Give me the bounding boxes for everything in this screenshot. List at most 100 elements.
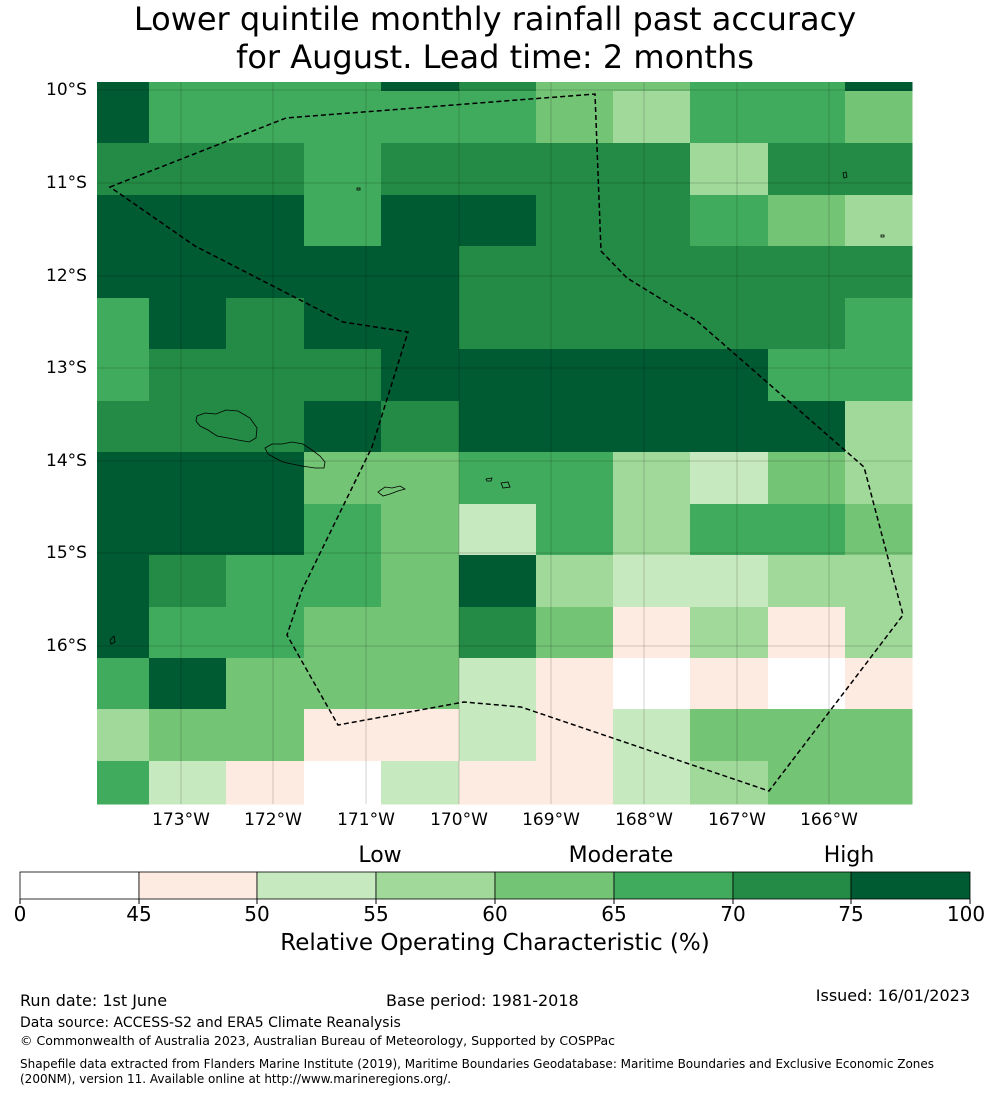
grid-cell — [304, 246, 382, 299]
grid-cell — [845, 607, 913, 659]
grid-cell — [226, 143, 305, 196]
grid-cell — [381, 452, 460, 505]
grid-cell — [381, 504, 460, 556]
grid-cell — [149, 504, 227, 556]
grid-cell — [304, 143, 382, 196]
colorbar-tick-70: 70 — [720, 902, 746, 926]
lon-label-172w: 172°W — [244, 810, 302, 830]
grid-cell — [226, 195, 305, 247]
grid-cell — [536, 709, 614, 762]
grid-cell — [690, 709, 769, 762]
grid-cell — [304, 761, 382, 805]
grid-cell — [381, 349, 460, 402]
colorbar-tick-50: 50 — [244, 902, 270, 926]
grid-cell — [97, 246, 150, 299]
grid-cell — [536, 143, 614, 196]
grid-cell — [690, 658, 769, 710]
island-swains — [356, 187, 361, 191]
island-manua — [500, 481, 511, 489]
lat-label-16s: 16°S — [46, 636, 87, 656]
grid-cell — [97, 349, 150, 402]
grid-cell — [536, 82, 614, 92]
grid-cell — [97, 401, 150, 453]
colorbar-title: Relative Operating Characteristic (%) — [280, 930, 710, 956]
grid-cell — [845, 298, 913, 350]
title-line-1: Lower quintile monthly rainfall past acc… — [133, 0, 857, 38]
grid-cell — [149, 195, 227, 247]
grid-cell — [226, 246, 305, 299]
grid-cell — [304, 555, 382, 608]
lat-label-10s: 10°S — [46, 80, 87, 100]
grid-cell — [613, 709, 691, 762]
grid-cell — [845, 91, 913, 144]
grid-cell — [768, 607, 846, 659]
grid-cell — [459, 195, 537, 247]
grid-cell — [536, 452, 614, 505]
grid-cell — [768, 555, 846, 608]
grid-cell — [613, 195, 691, 247]
island-upolu — [264, 441, 326, 469]
grid-cell — [690, 246, 769, 299]
grid-cell — [149, 555, 227, 608]
grid-cell — [690, 82, 769, 92]
grid-cell — [304, 91, 382, 144]
grid-cell — [536, 761, 614, 805]
grid-cell — [459, 658, 537, 710]
grid-cell — [381, 91, 460, 144]
grid-cell — [226, 349, 305, 402]
grid-cell — [226, 607, 305, 659]
colorbar-swatch — [494, 871, 615, 900]
grid-cell — [768, 82, 846, 92]
grid-cell — [304, 195, 382, 247]
grid-cell — [97, 709, 150, 762]
island-west — [109, 635, 116, 645]
grid-cell — [845, 555, 913, 608]
colorbar-tick-100: 100 — [946, 902, 986, 926]
grid-cell — [845, 82, 913, 92]
grid-cell — [536, 658, 614, 710]
title-line-2: for August. Lead time: 2 months — [236, 38, 754, 76]
grid-cell — [226, 298, 305, 350]
grid-cell — [97, 195, 150, 247]
grid-cell — [459, 82, 537, 92]
grid-cell — [97, 143, 150, 196]
grid-cell — [768, 246, 846, 299]
data-source: Data source: ACCESS-S2 and ERA5 Climate … — [20, 1015, 401, 1031]
grid-cell — [690, 401, 769, 453]
island-ofu — [485, 477, 493, 482]
grid-cell — [226, 555, 305, 608]
category-moderate: Moderate — [568, 843, 674, 868]
grid-cell — [381, 401, 460, 453]
lat-label-11s: 11°S — [46, 173, 87, 193]
colorbar-swatch — [613, 871, 734, 900]
grid-cell — [536, 91, 614, 144]
grid-cell — [459, 298, 537, 350]
grid-cell — [536, 401, 614, 453]
category-low: Low — [358, 843, 402, 868]
colorbar-swatch — [732, 871, 852, 900]
grid-cell — [304, 607, 382, 659]
colorbar — [19, 871, 971, 904]
graticule — [97, 82, 912, 804]
shapefile-credit-2: (200NM), version 11. Available online at… — [20, 1072, 452, 1086]
colorbar-tick-0: 0 — [13, 902, 27, 926]
grid-cell — [149, 401, 227, 453]
grid-cell — [381, 82, 460, 92]
grid-cell — [97, 555, 150, 608]
lat-label-15s: 15°S — [46, 543, 87, 563]
grid-cell — [97, 452, 150, 505]
grid-cell — [613, 82, 691, 92]
grid-cell — [97, 82, 150, 92]
grid-cell — [226, 82, 305, 92]
lat-label-13s: 13°S — [46, 358, 87, 378]
grid-cell — [845, 709, 913, 762]
grid-cell — [845, 143, 913, 196]
shapefile-credit-1: Shapefile data extracted from Flanders M… — [20, 1057, 935, 1071]
grid-cell — [613, 658, 691, 710]
grid-cell — [459, 246, 537, 299]
grid-cell — [845, 504, 913, 556]
grid-cell — [304, 452, 382, 505]
grid-cell — [459, 607, 537, 659]
grid-cell — [149, 143, 227, 196]
map-title: Lower quintile monthly rainfall past acc… — [0, 0, 990, 76]
